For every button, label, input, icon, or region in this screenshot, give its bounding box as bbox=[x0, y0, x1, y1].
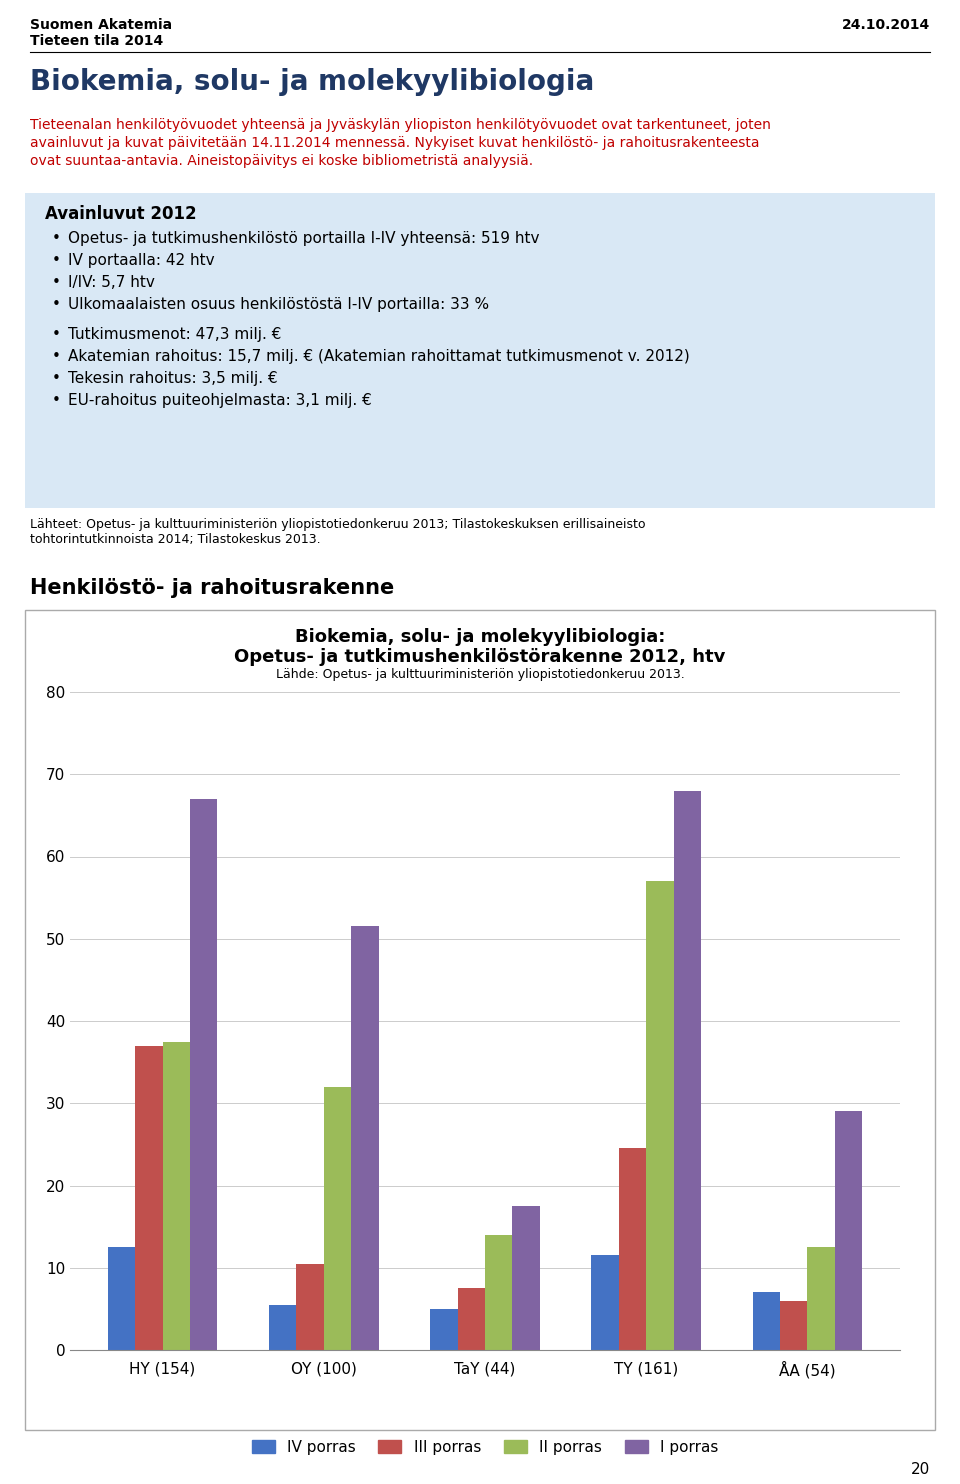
Text: Biokemia, solu- ja molekyylibiologia: Biokemia, solu- ja molekyylibiologia bbox=[30, 68, 594, 96]
Bar bbox=[646, 881, 674, 1350]
Bar bbox=[162, 1042, 190, 1350]
Bar bbox=[430, 1309, 458, 1350]
Text: Ulkomaalaisten osuus henkilöstöstä I-IV portailla: 33 %: Ulkomaalaisten osuus henkilöstöstä I-IV … bbox=[68, 297, 490, 312]
Text: Tekesin rahoitus: 3,5 milj. €: Tekesin rahoitus: 3,5 milj. € bbox=[68, 371, 277, 386]
Bar bbox=[25, 193, 935, 508]
Bar bbox=[513, 1206, 540, 1350]
Bar bbox=[135, 1046, 162, 1350]
Text: •: • bbox=[52, 275, 60, 289]
Text: •: • bbox=[52, 252, 60, 269]
Text: Biokemia, solu- ja molekyylibiologia:: Biokemia, solu- ja molekyylibiologia: bbox=[295, 628, 665, 646]
Legend: IV porras, III porras, II porras, I porras: IV porras, III porras, II porras, I porr… bbox=[246, 1434, 725, 1460]
Text: IV portaalla: 42 htv: IV portaalla: 42 htv bbox=[68, 252, 215, 269]
Bar bbox=[269, 1304, 297, 1350]
Bar bbox=[108, 1247, 135, 1350]
Text: Avainluvut 2012: Avainluvut 2012 bbox=[45, 205, 197, 223]
Bar bbox=[835, 1112, 862, 1350]
Text: •: • bbox=[52, 349, 60, 364]
Bar bbox=[591, 1255, 619, 1350]
Text: •: • bbox=[52, 393, 60, 408]
Text: •: • bbox=[52, 371, 60, 386]
Bar bbox=[324, 1086, 351, 1350]
Text: Akatemian rahoitus: 15,7 milj. € (Akatemian rahoittamat tutkimusmenot v. 2012): Akatemian rahoitus: 15,7 milj. € (Akatem… bbox=[68, 349, 689, 364]
Bar bbox=[25, 610, 935, 1431]
Text: tohtorintutkinnoista 2014; Tilastokeskus 2013.: tohtorintutkinnoista 2014; Tilastokeskus… bbox=[30, 533, 321, 546]
Bar bbox=[753, 1293, 780, 1350]
Text: Tieteen tila 2014: Tieteen tila 2014 bbox=[30, 34, 163, 47]
Bar bbox=[485, 1235, 513, 1350]
Text: •: • bbox=[52, 326, 60, 341]
Bar bbox=[780, 1300, 807, 1350]
Bar bbox=[297, 1264, 324, 1350]
Text: EU-rahoitus puiteohjelmasta: 3,1 milj. €: EU-rahoitus puiteohjelmasta: 3,1 milj. € bbox=[68, 393, 372, 408]
Text: Lähde: Opetus- ja kulttuuriministeriön yliopistotiedonkeruu 2013.: Lähde: Opetus- ja kulttuuriministeriön y… bbox=[276, 668, 684, 681]
Text: Tieteenalan henkilötyövuodet yhteensä ja Jyväskylän yliopiston henkilötyövuodet : Tieteenalan henkilötyövuodet yhteensä ja… bbox=[30, 119, 771, 132]
Text: •: • bbox=[52, 297, 60, 312]
Text: Tutkimusmenot: 47,3 milj. €: Tutkimusmenot: 47,3 milj. € bbox=[68, 326, 281, 341]
Bar bbox=[190, 798, 217, 1350]
Bar bbox=[674, 791, 701, 1350]
Text: ovat suuntaa-antavia. Aineistopäivitys ei koske bibliometristä analyysiä.: ovat suuntaa-antavia. Aineistopäivitys e… bbox=[30, 154, 533, 168]
Text: avainluvut ja kuvat päivitetään 14.11.2014 mennessä. Nykyiset kuvat henkilöstö- : avainluvut ja kuvat päivitetään 14.11.20… bbox=[30, 137, 759, 150]
Bar bbox=[807, 1247, 835, 1350]
Text: 20: 20 bbox=[911, 1462, 930, 1477]
Text: Opetus- ja tutkimushenkilöstörakenne 2012, htv: Opetus- ja tutkimushenkilöstörakenne 201… bbox=[234, 649, 726, 666]
Text: Suomen Akatemia: Suomen Akatemia bbox=[30, 18, 172, 33]
Text: 24.10.2014: 24.10.2014 bbox=[842, 18, 930, 33]
Bar bbox=[619, 1149, 646, 1350]
Bar bbox=[351, 926, 378, 1350]
Text: •: • bbox=[52, 232, 60, 246]
Text: Opetus- ja tutkimushenkilöstö portailla I-IV yhteensä: 519 htv: Opetus- ja tutkimushenkilöstö portailla … bbox=[68, 232, 540, 246]
Bar bbox=[458, 1288, 485, 1350]
Text: Henkilöstö- ja rahoitusrakenne: Henkilöstö- ja rahoitusrakenne bbox=[30, 577, 395, 598]
Text: Lähteet: Opetus- ja kulttuuriministeriön yliopistotiedonkeruu 2013; Tilastokesku: Lähteet: Opetus- ja kulttuuriministeriön… bbox=[30, 518, 645, 531]
Text: I/IV: 5,7 htv: I/IV: 5,7 htv bbox=[68, 275, 155, 289]
